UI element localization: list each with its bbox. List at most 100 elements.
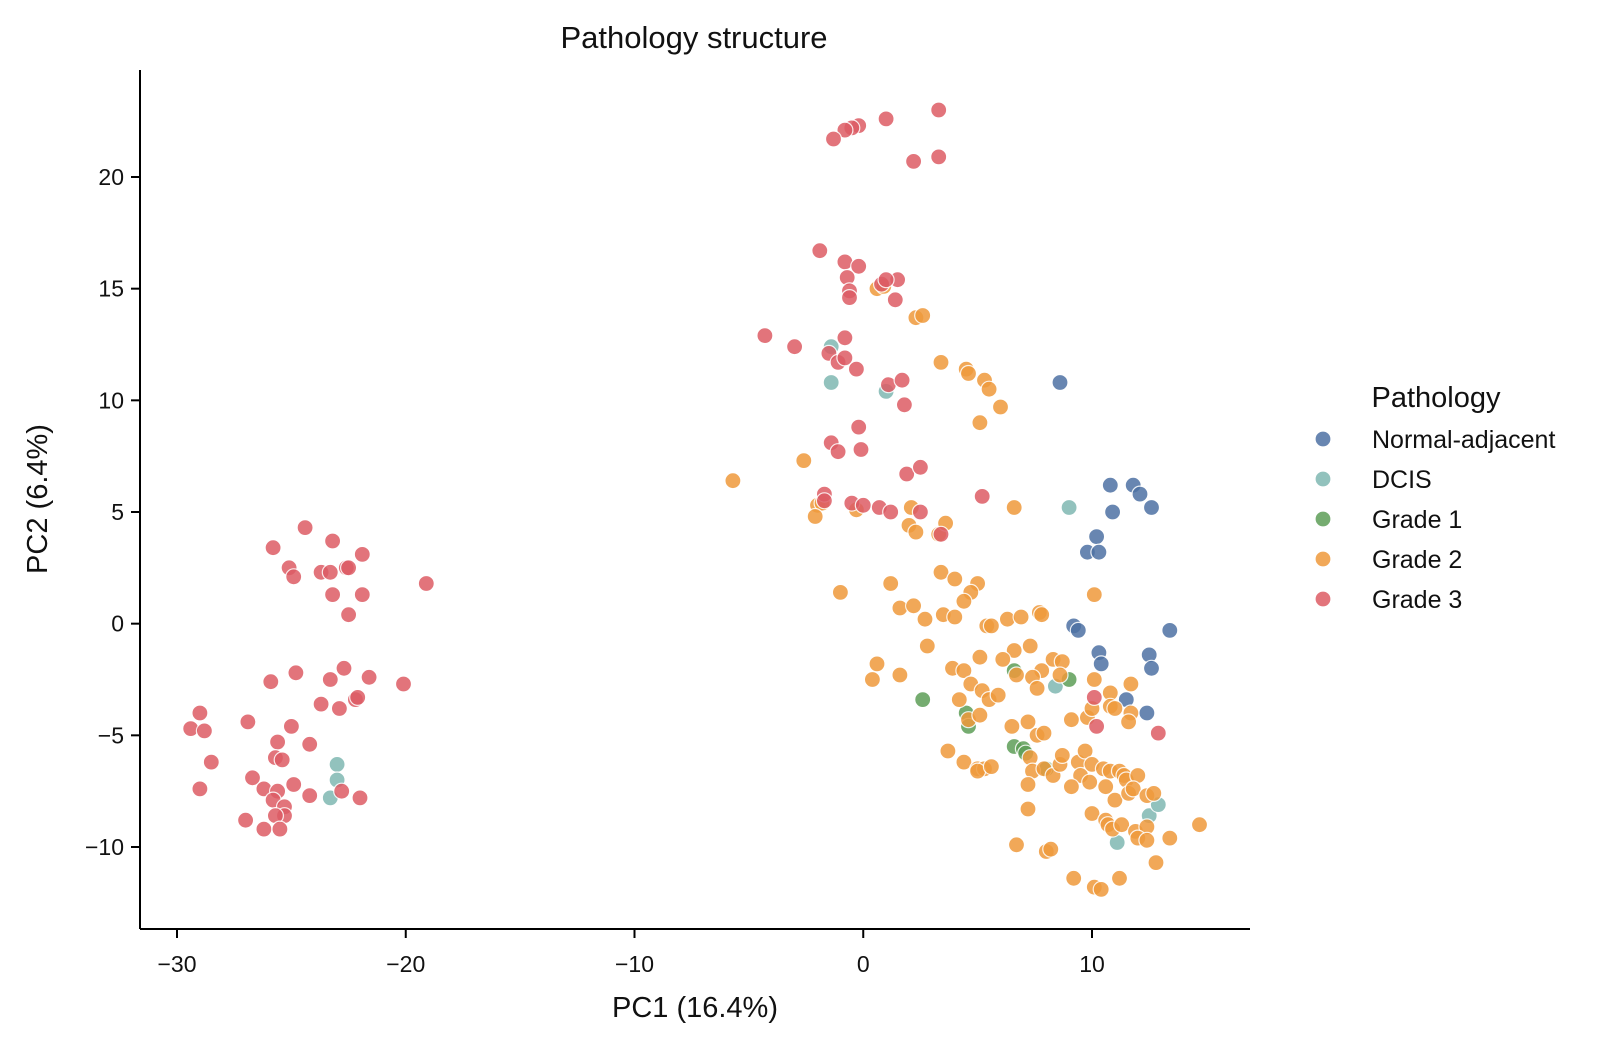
data-point [349,688,367,707]
data-point [877,271,895,289]
data-point [955,592,973,610]
data-point [1005,641,1023,660]
data-point [971,706,989,724]
data-point [785,338,804,356]
data-point [811,242,829,260]
legend-swatch [1314,590,1332,608]
data-point [262,673,280,691]
data-point [824,130,843,148]
data-point [1085,670,1103,689]
data-point [930,148,948,166]
data-point [1012,608,1030,626]
data-point [815,492,834,510]
data-point [296,518,314,537]
data-point [264,539,282,557]
data-point [1142,498,1161,517]
data-point [756,327,774,345]
data-point [321,670,339,689]
data-point [946,570,964,588]
data-point [895,396,914,414]
data-point [243,769,262,787]
data-point [1110,869,1129,887]
data-point [330,699,348,718]
legend-item: Grade 3 [1314,586,1462,614]
data-point [353,585,371,604]
points-layer [182,101,1209,899]
data-point [1051,666,1069,684]
legend-label: DCIS [1372,466,1432,494]
data-point [904,152,923,170]
legend: Pathology Normal-adjacent DCIS Grade 1 Grad… [1314,382,1555,614]
data-point [877,110,895,128]
data-point [1065,869,1083,887]
data-point [850,418,868,436]
x-axis-label: PC1 (16.4%) [612,992,778,1024]
data-point [971,414,989,432]
y-tick-label: 15 [98,276,124,302]
data-point [836,329,854,347]
data-point [1062,778,1081,796]
data-point [1028,679,1046,698]
data-point [1033,606,1051,624]
data-point [239,713,257,731]
data-point [829,443,847,461]
data-point [191,704,209,722]
data-point [1060,498,1078,517]
legend-swatch [1314,550,1332,568]
y-axis-ticks: −10 −5 0 5 10 15 20 [85,164,140,860]
data-point [1069,621,1087,640]
data-point [1019,775,1037,794]
data-point [191,780,209,798]
y-tick-label: −5 [98,722,124,748]
data-point [1092,880,1110,899]
data-point [1087,527,1106,546]
data-point [907,523,925,541]
data-point [950,690,968,709]
data-point [1138,831,1156,849]
data-point [1076,742,1094,760]
data-point [1019,713,1037,731]
data-point [891,666,909,684]
x-tick-label: 0 [857,951,870,977]
data-point [973,487,991,505]
legend-swatch [1314,510,1332,528]
x-tick-label: −10 [615,951,654,977]
data-point [335,659,353,677]
data-point [1007,836,1026,854]
data-point [1007,666,1026,684]
legend-title: Pathology [1372,382,1501,414]
data-point [1053,746,1071,765]
y-tick-label: 10 [98,387,124,413]
chart-title: Pathology structure [560,20,827,55]
data-point [971,648,989,666]
data-point [831,583,850,602]
data-point [932,353,950,371]
data-point [417,574,435,593]
data-point [882,574,900,593]
data-point [724,472,742,490]
data-point [312,695,330,713]
data-point [893,371,911,389]
data-point [195,722,213,740]
data-point [1142,659,1161,677]
data-point [269,733,287,751]
data-point [1113,816,1131,834]
data-point [324,532,342,550]
data-point [340,559,358,577]
data-point [982,617,1001,635]
data-point [1119,713,1138,731]
x-tick-label: 10 [1079,951,1105,977]
data-point [955,753,973,771]
data-point [285,568,303,586]
data-point [852,440,870,459]
x-tick-label: −30 [157,951,196,977]
data-point [955,661,973,680]
x-axis-ticks: −30 −20 −10 0 10 [157,929,1105,977]
data-point [1083,804,1101,823]
data-point [991,398,1010,416]
data-point [836,121,854,139]
data-point [1062,711,1081,729]
y-tick-label: 0 [111,611,124,637]
